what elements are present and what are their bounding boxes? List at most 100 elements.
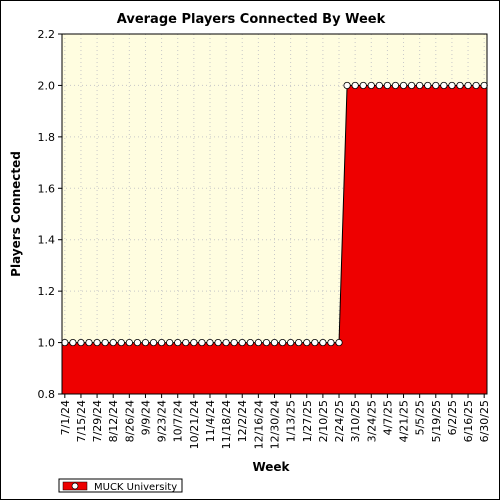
legend-box xyxy=(58,478,183,493)
x-tick-label: 5/19/25 xyxy=(430,400,443,442)
x-tick-label: 6/2/25 xyxy=(446,400,459,435)
data-point xyxy=(166,338,174,347)
data-point xyxy=(351,81,359,90)
data-point xyxy=(141,338,150,347)
data-point xyxy=(287,338,295,347)
x-tick-label: 12/16/24 xyxy=(252,400,265,449)
data-point xyxy=(101,338,109,347)
x-axis-ticks: 7/1/24 7/15/24 7/29/24 8/12/24 8/26/24 9/9/24… xyxy=(59,394,491,449)
data-point xyxy=(295,338,303,347)
x-tick-label: 12/30/24 xyxy=(269,400,282,449)
data-point xyxy=(77,338,85,347)
data-point xyxy=(190,338,198,347)
data-point xyxy=(343,81,351,90)
x-tick-label: 7/15/24 xyxy=(75,400,88,442)
data-point xyxy=(85,338,93,347)
y-axis-title: Players Connected xyxy=(9,151,23,277)
y-tick-label: 1.6 xyxy=(38,182,56,195)
data-point xyxy=(399,81,408,90)
data-point xyxy=(472,81,480,90)
data-point xyxy=(158,338,166,347)
data-point xyxy=(93,338,101,347)
series-area xyxy=(62,85,487,394)
y-tick-label: 1.2 xyxy=(38,285,56,298)
x-tick-label: 7/1/24 xyxy=(59,400,72,435)
y-tick-label: 0.8 xyxy=(38,388,56,401)
legend: MUCK University xyxy=(58,478,183,493)
data-point xyxy=(359,81,367,90)
data-point xyxy=(254,338,262,347)
data-point xyxy=(432,81,440,90)
data-point xyxy=(109,338,117,347)
x-axis-title: Week xyxy=(252,460,290,474)
data-point xyxy=(407,81,416,90)
data-point xyxy=(133,338,141,347)
y-tick-label: 1.0 xyxy=(38,337,56,350)
x-tick-label: 2/24/25 xyxy=(333,400,346,442)
data-point xyxy=(278,338,287,347)
data-point xyxy=(222,338,230,347)
x-tick-label: 8/12/24 xyxy=(107,400,120,442)
chart-title: Average Players Connected By Week xyxy=(117,12,386,27)
data-point xyxy=(424,81,432,90)
x-tick-label: 11/18/24 xyxy=(220,400,233,449)
x-tick-label: 7/29/24 xyxy=(91,400,104,442)
data-point xyxy=(303,338,311,347)
x-tick-label: 4/7/25 xyxy=(381,400,394,435)
data-point xyxy=(311,338,319,347)
data-point xyxy=(440,81,448,90)
data-point xyxy=(198,338,206,347)
data-point xyxy=(262,338,271,347)
legend-marker xyxy=(71,482,79,490)
y-tick-label: 2.2 xyxy=(38,28,56,41)
x-tick-label: 9/23/24 xyxy=(156,400,169,442)
data-point xyxy=(61,338,69,347)
data-point xyxy=(246,338,254,347)
data-point xyxy=(214,338,222,347)
x-tick-label: 8/26/24 xyxy=(123,400,136,442)
series-marker-layer xyxy=(61,81,488,347)
data-point xyxy=(206,338,214,347)
y-tick-label: 2.0 xyxy=(38,79,56,92)
data-point xyxy=(375,81,383,90)
x-tick-label: 11/4/24 xyxy=(204,400,217,442)
x-tick-label: 6/30/25 xyxy=(478,400,491,442)
x-tick-label: 5/5/25 xyxy=(414,400,427,435)
x-tick-label: 4/21/25 xyxy=(398,400,411,442)
legend-entry-label: MUCK University xyxy=(94,482,177,493)
data-point xyxy=(367,81,375,90)
data-point xyxy=(327,338,335,347)
data-point xyxy=(230,338,238,347)
data-point xyxy=(464,81,472,90)
data-point xyxy=(319,338,327,347)
y-tick-label: 1.4 xyxy=(38,234,56,247)
x-tick-label: 10/21/24 xyxy=(188,400,201,449)
data-point xyxy=(69,338,77,347)
x-tick-label: 3/10/25 xyxy=(349,400,362,442)
data-point xyxy=(383,81,391,90)
x-tick-label: 6/16/25 xyxy=(462,400,475,442)
x-tick-label: 9/9/24 xyxy=(139,400,152,435)
data-point xyxy=(448,81,456,90)
data-point xyxy=(335,338,343,347)
data-point xyxy=(270,338,279,347)
data-point xyxy=(125,338,133,347)
x-tick-label: 12/2/24 xyxy=(236,400,249,442)
x-tick-label: 10/7/24 xyxy=(172,400,185,442)
data-point xyxy=(416,81,424,90)
data-point xyxy=(238,338,246,347)
data-point xyxy=(149,338,158,347)
x-tick-label: 1/13/25 xyxy=(285,400,298,442)
data-point xyxy=(456,81,464,90)
y-axis-ticks: 0.8 1.0 1.2 1.4 1.6 1.8 2.0 2.2 xyxy=(38,28,62,401)
data-point xyxy=(391,81,400,90)
data-point xyxy=(117,338,125,347)
x-tick-label: 2/10/25 xyxy=(317,400,330,442)
data-point xyxy=(480,81,488,90)
x-tick-label: 1/27/25 xyxy=(301,400,314,442)
data-point xyxy=(182,338,190,347)
y-tick-label: 1.8 xyxy=(38,131,56,144)
x-tick-label: 3/24/25 xyxy=(365,400,378,442)
